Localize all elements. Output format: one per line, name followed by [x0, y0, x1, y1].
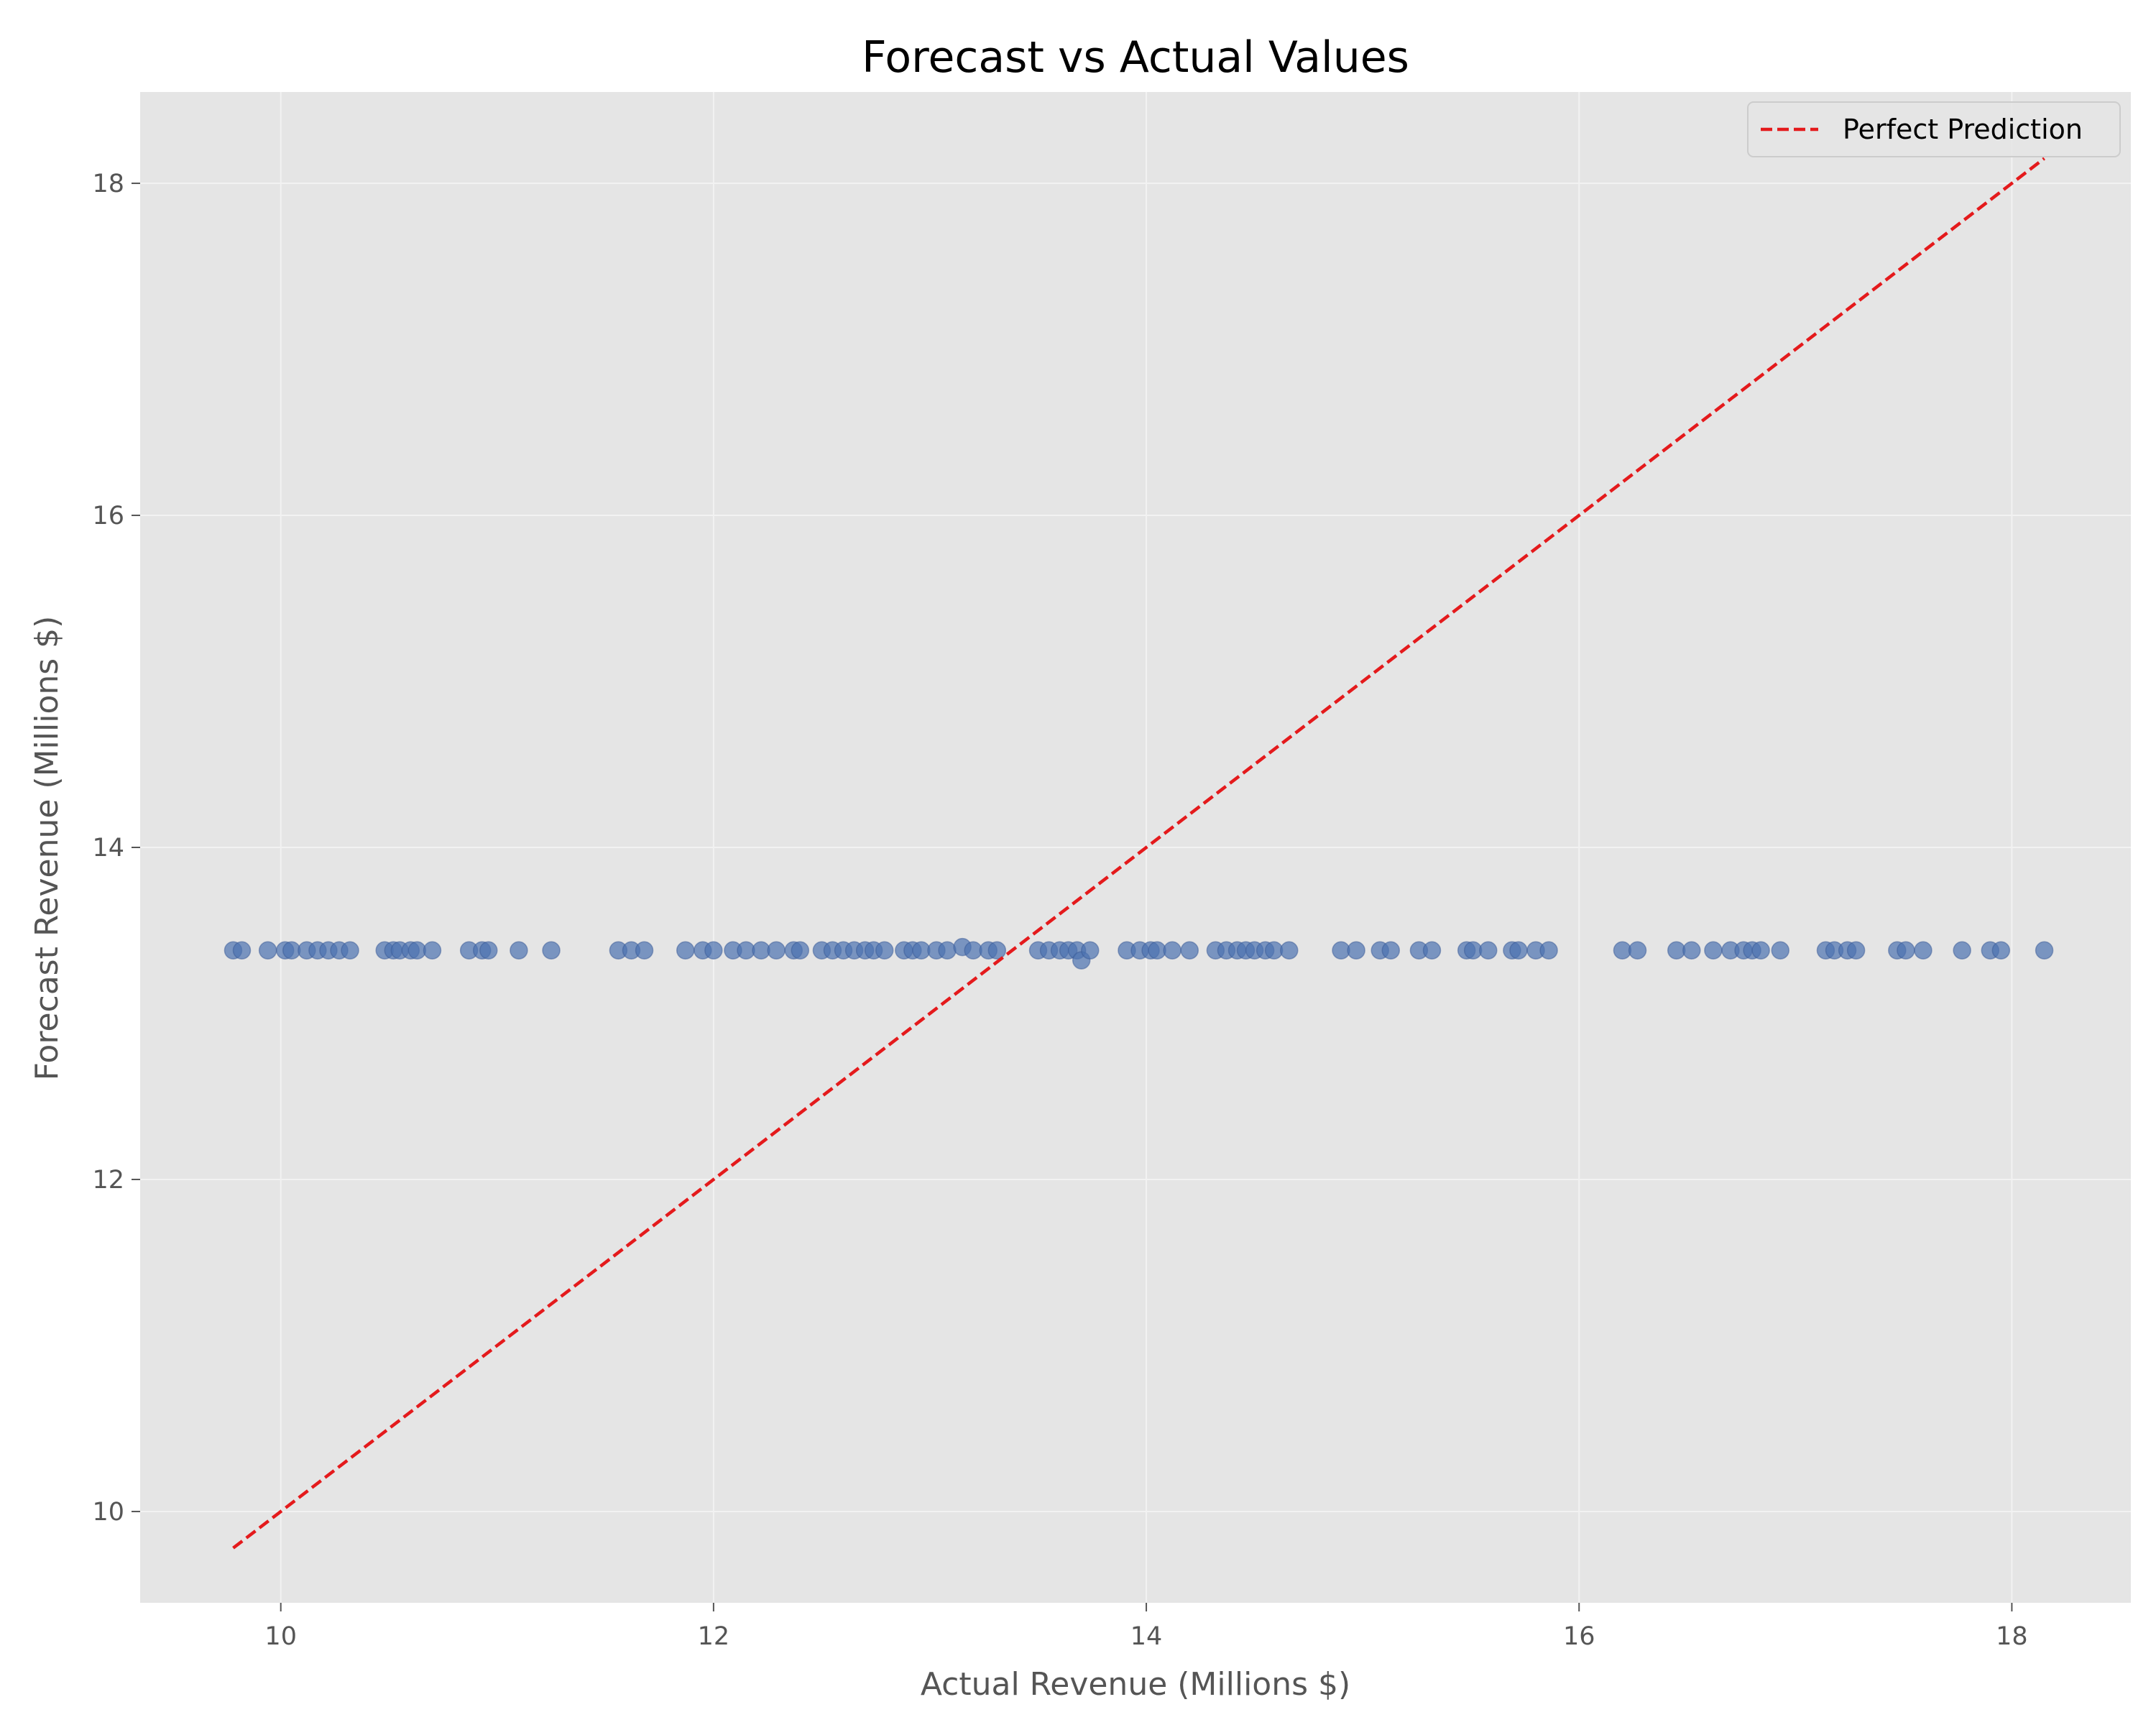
data-point: [1897, 941, 1915, 960]
data-point: [232, 941, 252, 960]
data-point: [704, 941, 723, 960]
data-point: [479, 941, 498, 960]
data-point: [1347, 941, 1365, 960]
data-point: [875, 941, 894, 960]
data-point: [258, 941, 277, 960]
y-tick-label: 14: [92, 834, 124, 862]
perfect-prediction-line: [232, 157, 2045, 1550]
x-axis-label: Actual Revenue (Millions $): [921, 1666, 1350, 1703]
data-point: [1846, 941, 1866, 960]
data-point: [2035, 941, 2054, 960]
data-point: [1280, 941, 1299, 960]
data-point: [1914, 941, 1932, 960]
y-tick-label: 10: [92, 1498, 124, 1527]
data-point: [1479, 941, 1498, 960]
data-point: [1682, 941, 1701, 960]
data-point: [341, 941, 359, 960]
x-tick-label: 14: [1130, 1622, 1163, 1651]
x-tick-label: 10: [264, 1622, 297, 1651]
data-point: [1539, 941, 1558, 960]
data-point: [635, 941, 654, 960]
legend-entry-label: Perfect Prediction: [1843, 114, 2083, 145]
data-point: [1751, 941, 1770, 960]
data-point: [987, 941, 1007, 960]
data-point: [1628, 941, 1647, 960]
data-point: [1081, 941, 1100, 960]
data-point: [1381, 941, 1401, 960]
x-tick-label: 16: [1563, 1622, 1595, 1651]
data-point: [791, 941, 810, 960]
data-point: [938, 941, 957, 960]
legend: Perfect Prediction: [1747, 101, 2121, 157]
y-axis-label: Forecast Revenue (Millions $): [29, 616, 65, 1081]
chart-title: Forecast vs Actual Values: [862, 32, 1409, 83]
legend-box: [1747, 101, 2121, 157]
data-point: [1180, 941, 1199, 960]
data-point: [1771, 941, 1789, 960]
data-point: [1991, 941, 2011, 960]
data-point: [1509, 941, 1528, 960]
data-point: [1422, 941, 1442, 960]
reference-line-layer: [232, 157, 2045, 1550]
y-tick-label: 12: [92, 1166, 124, 1195]
data-points: [224, 937, 2054, 970]
data-point: [1163, 941, 1181, 960]
data-point: [1953, 941, 1971, 960]
y-tick-label: 18: [92, 170, 124, 198]
data-point: [1704, 941, 1723, 960]
data-point: [767, 941, 786, 960]
x-tick-label: 12: [698, 1622, 730, 1651]
data-point: [676, 941, 695, 960]
data-point: [542, 941, 561, 960]
data-point: [423, 941, 442, 960]
data-point: [510, 941, 528, 960]
y-tick-label: 16: [92, 502, 124, 530]
axes: 10 12 14 16 18 10 12 14 16 18: [92, 170, 2027, 1651]
x-tick-label: 18: [1996, 1622, 2028, 1651]
